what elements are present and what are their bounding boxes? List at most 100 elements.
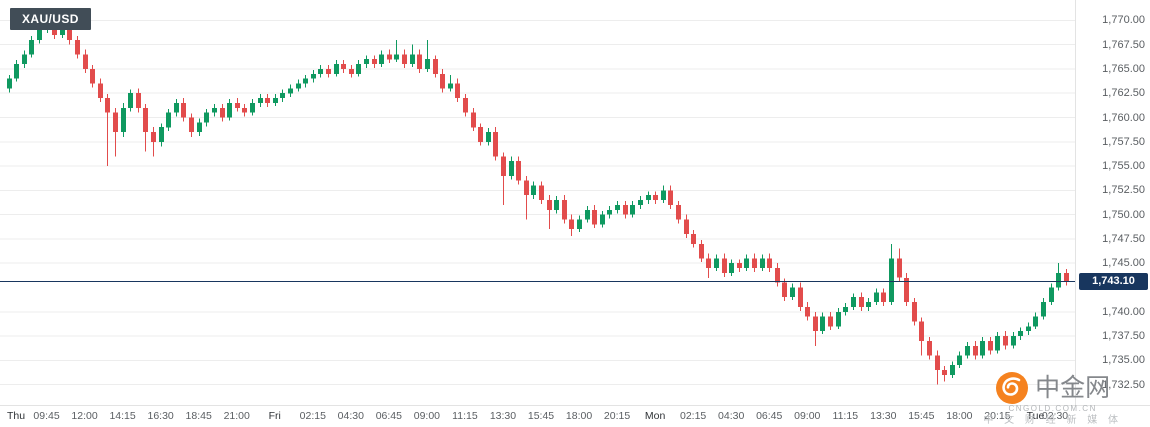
candle-body [1041,302,1046,317]
candle-body [524,180,529,196]
time-axis-label: 09:00 [794,410,821,422]
candle-body [615,204,620,210]
candle-body [258,98,263,103]
candle-body [646,195,651,201]
time-axis-label: 04:30 [337,410,364,422]
candle-body [957,355,962,366]
candle-body [22,54,27,65]
candle-body [364,59,369,65]
candle-body [242,107,247,113]
candle-body [463,98,468,113]
candle-body [417,54,422,69]
candle-body [166,112,171,128]
candle-body [227,102,232,118]
candle-body [440,73,445,89]
candle-body [562,200,567,220]
time-axis-label: 06:45 [756,410,783,422]
candle-body [859,297,864,307]
current-price-badge: 1,743.10 [1079,273,1148,291]
candle-body [204,112,209,123]
candle-body [889,258,894,302]
candle-body [220,107,225,118]
time-axis-label: 15:45 [908,410,935,422]
candle-body [752,258,757,268]
price-axis-label: 1,750.00 [1102,208,1145,221]
candle-body [303,78,308,84]
candle-body [212,107,217,113]
candle-body [425,59,430,69]
candle-body [722,258,727,273]
price-axis[interactable]: 1,770.00 1,767.50 1,765.00 1,762.50 1,760.00… [1075,0,1150,405]
candle-body [980,340,985,356]
candle-body [387,54,392,60]
candle-body [379,54,384,65]
price-axis-label: 1,737.50 [1102,330,1145,342]
time-axis-label: Tue [1026,410,1045,422]
candle-body [881,292,886,302]
candle-body [189,117,194,133]
candle-body [813,316,818,332]
candle-body [653,195,658,201]
candle-body [372,59,377,65]
candle-body [67,22,72,40]
time-axis-label: 06:45 [375,410,402,422]
candle-body [638,200,643,205]
candle-body [623,204,628,215]
candle-body [744,258,749,268]
candle-body [1026,326,1031,332]
candle-body [1049,287,1054,303]
candle-body [334,64,339,74]
price-axis-label: 1,752.50 [1102,184,1145,197]
candle-body [136,93,141,108]
candle-body [729,263,734,273]
time-axis-label: Mon [644,410,666,422]
candle-body [265,98,270,103]
candle-body [250,102,255,113]
candle-body [699,243,704,259]
candle-body [927,340,932,356]
price-axis-label: 1,762.50 [1102,87,1145,100]
time-axis[interactable]: Thu 09:45 12:00 14:15 16:30 18:45 21:00 Fri 02:1… [0,405,1075,427]
price-axis-label: 1,732.50 [1102,378,1145,391]
candle-body [1056,272,1061,288]
price-axis-label: 1,760.00 [1102,111,1145,124]
candle-body [181,102,186,118]
candle-body [714,258,719,268]
candle-body [706,258,711,268]
candle-body [174,102,179,113]
candle-body [630,204,635,215]
price-axis-label: 1,747.50 [1102,232,1145,245]
price-axis-label: 1,740.00 [1102,305,1145,318]
candle-body [197,122,202,133]
candle-body [737,263,742,269]
candle-body [935,355,940,371]
candle-body [311,73,316,79]
candle-body [98,83,103,99]
price-axis-label: 1,770.00 [1102,14,1145,27]
candle-body [235,102,240,108]
time-axis-label: 16:30 [147,410,174,422]
candle-body [478,127,483,142]
time-axis-label: 02:15 [680,410,707,422]
candle-body [828,316,833,327]
candle-body [539,185,544,201]
candle-body [37,30,42,40]
candle-body [288,88,293,94]
time-axis-label: 18:00 [946,410,973,422]
candle-body [607,209,612,215]
candle-body [143,107,148,133]
candle-body [897,258,902,278]
candle-body [1003,336,1008,346]
candle-body [296,83,301,89]
candle-body [919,321,924,341]
candle-body [105,98,110,113]
candle-body [577,219,582,230]
price-axis-label: 1,735.00 [1102,354,1145,367]
candle-body [326,69,331,74]
candle-body [159,127,164,142]
time-axis-label: 14:15 [109,410,136,422]
time-axis-label: 13:30 [489,410,517,422]
candle-body [493,132,498,157]
candle-body [83,54,88,69]
